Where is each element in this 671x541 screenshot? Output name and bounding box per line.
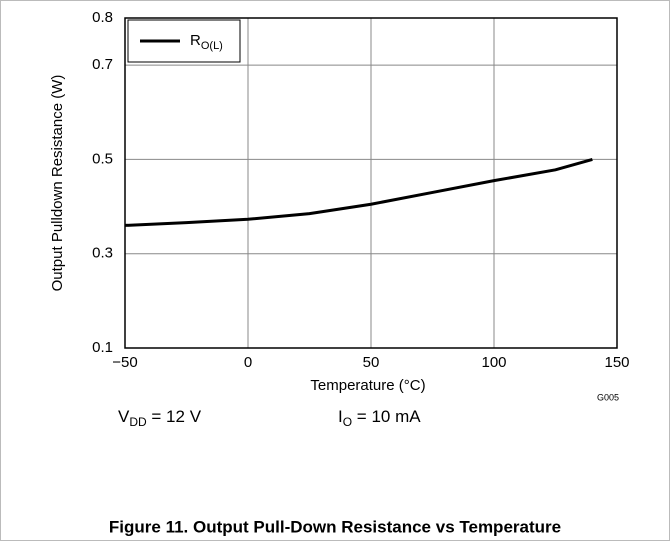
y-tick-label: 0.3: [92, 245, 113, 262]
annotation-subscript: O: [343, 415, 352, 429]
x-tick-label: −50: [112, 354, 137, 371]
annotation-subscript: DD: [129, 415, 147, 429]
series-line: [124, 157, 593, 227]
annotation-rest: = 12 V: [147, 407, 202, 426]
annotation-main: V: [118, 407, 130, 426]
figure-code: G005: [597, 392, 619, 402]
annotation-rest: = 10 mA: [352, 407, 421, 426]
y-tick-label: 0.7: [92, 56, 113, 73]
caption: Figure 11. Output Pull-Down Resistance v…: [109, 517, 561, 536]
y-axis-label: Output Pulldown Resistance (W): [49, 75, 66, 292]
plot-frame: [124, 17, 618, 349]
y-tick-label: 0.1: [92, 339, 113, 356]
y-tick-label: 0.5: [92, 150, 113, 167]
legend-subscript: O(L): [201, 40, 223, 52]
x-tick-label: 0: [244, 354, 252, 371]
x-tick-label: 100: [481, 354, 506, 371]
x-axis-label: Temperature (°C): [310, 377, 425, 394]
legend-name: R: [190, 32, 201, 49]
annotation: VDD = 12 V: [118, 407, 202, 429]
legend-label: RO(L): [190, 32, 223, 52]
y-tick-label: 0.8: [92, 9, 113, 26]
x-tick-label: 150: [604, 354, 629, 371]
annotation: IO = 10 mA: [338, 407, 421, 429]
annotation-main: I: [338, 407, 343, 426]
x-tick-label: 50: [363, 354, 380, 371]
